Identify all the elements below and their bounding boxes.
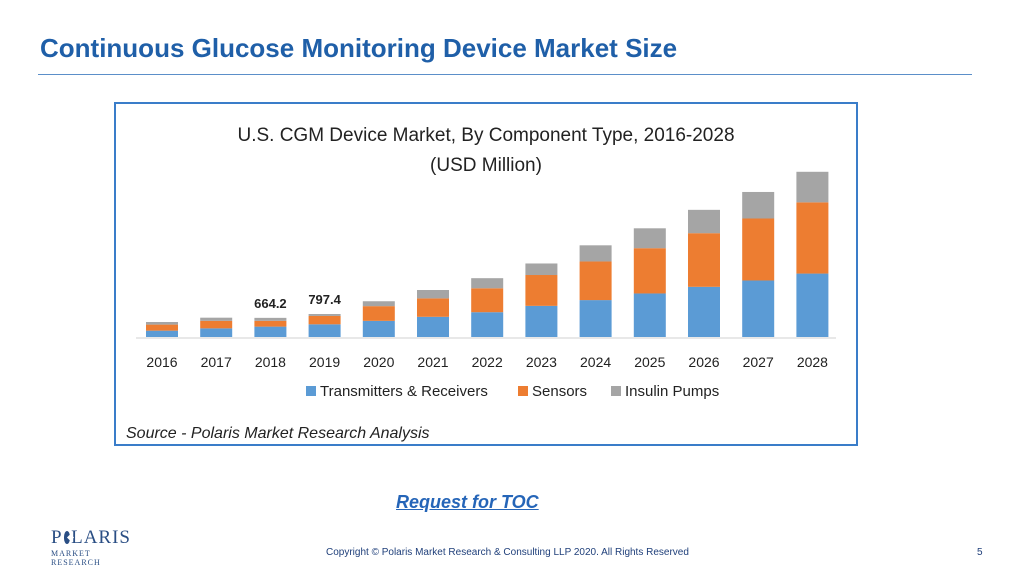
logo-text-suffix: LARIS — [71, 527, 131, 548]
bar-2016-series-1 — [146, 324, 178, 331]
bar-2019-series-1 — [308, 315, 341, 325]
slide-title: Continuous Glucose Monitoring Device Mar… — [40, 33, 678, 63]
legend-label-0: Transmitters & Receivers — [320, 383, 488, 400]
bar-2027-series-2 — [742, 191, 775, 219]
bar-2017-series-2 — [200, 317, 233, 321]
x-tick-2021: 2021 — [417, 354, 448, 370]
bar-2026-series-0 — [688, 286, 720, 337]
title-divider — [38, 74, 972, 75]
x-tick-2019: 2019 — [309, 354, 340, 370]
bar-2017-series-1 — [200, 320, 233, 329]
x-tick-2022: 2022 — [472, 354, 503, 370]
bar-2028-series-2 — [796, 171, 829, 203]
legend-label-2: Insulin Pumps — [625, 383, 719, 400]
bar-2023-series-0 — [525, 305, 558, 337]
legend-swatch-1 — [518, 386, 528, 396]
bar-2021-series-2 — [417, 290, 449, 299]
bar-2028-series-1 — [796, 202, 829, 274]
legend: Transmitters & Receivers Sensors Insulin P… — [306, 383, 719, 400]
x-tick-2016: 2016 — [146, 354, 177, 370]
bar-2023-series-2 — [525, 263, 558, 276]
bar-2027-series-1 — [742, 218, 775, 281]
bar-2026-series-2 — [688, 209, 720, 234]
bar-2019-series-2 — [308, 314, 341, 316]
compass-star-icon — [63, 531, 71, 544]
x-tick-2028: 2028 — [797, 354, 828, 370]
x-tick-2018: 2018 — [255, 354, 286, 370]
bar-2018-series-1 — [254, 320, 287, 327]
bar-2027-series-0 — [742, 280, 775, 337]
legend-swatch-0 — [306, 386, 316, 396]
x-tick-labels: 2016 2017 2018 2019 2020 2021 2022 2023 2024 2025… — [146, 354, 828, 370]
x-tick-2027: 2027 — [743, 354, 774, 370]
chart-source: Source - Polaris Market Research Analysi… — [126, 425, 430, 442]
bar-2022-series-2 — [471, 278, 504, 289]
x-tick-2020: 2020 — [363, 354, 394, 370]
logo-tagline: MARKET RESEARCH — [51, 549, 101, 567]
page-number: 5 — [977, 547, 983, 558]
bar-2020-series-2 — [362, 301, 395, 307]
data-label-2018: 664.2 — [254, 296, 287, 311]
request-toc-link[interactable]: Request for TOC — [396, 492, 539, 512]
bar-2028-series-0 — [796, 273, 829, 337]
x-tick-2026: 2026 — [688, 354, 719, 370]
copyright-text: Copyright © Polaris Market Research & Co… — [326, 547, 689, 558]
bar-2024-series-1 — [579, 261, 612, 301]
bar-2024-series-2 — [579, 245, 612, 262]
bar-2017-series-0 — [200, 328, 233, 337]
chart-frame: U.S. CGM Device Market, By Component Typ… — [114, 102, 858, 446]
x-tick-2024: 2024 — [580, 354, 611, 370]
bar-2025-series-0 — [633, 293, 666, 337]
bar-2023-series-1 — [525, 275, 558, 306]
x-tick-2025: 2025 — [634, 354, 665, 370]
bar-2026-series-1 — [688, 233, 720, 287]
polaris-logo: P LARIS MARKET RESEARCH — [51, 527, 131, 567]
x-tick-2023: 2023 — [526, 354, 557, 370]
chart-title: U.S. CGM Device Market, By Component Typ… — [237, 125, 734, 146]
bar-2021-series-0 — [417, 316, 449, 337]
bar-2018-series-2 — [254, 317, 287, 321]
stacked-bar-chart: U.S. CGM Device Market, By Component Typ… — [126, 125, 836, 442]
bar-2018-series-0 — [254, 326, 287, 337]
legend-label-1: Sensors — [532, 383, 587, 400]
bar-2016-series-2 — [146, 322, 178, 325]
bar-2022-series-1 — [471, 288, 504, 313]
chart-subtitle: (USD Million) — [430, 155, 542, 176]
bar-2025-series-1 — [633, 248, 666, 294]
bar-2021-series-1 — [417, 298, 449, 317]
data-labels: 664.2 797.4 — [254, 292, 342, 311]
bar-2025-series-2 — [633, 228, 666, 249]
bars-group — [146, 171, 829, 337]
bar-2022-series-0 — [471, 312, 504, 337]
data-label-2019: 797.4 — [308, 292, 341, 307]
bar-2016-series-0 — [146, 330, 178, 337]
logo-text-prefix: P — [51, 527, 63, 548]
bar-2024-series-0 — [579, 300, 612, 337]
bar-2019-series-0 — [308, 324, 341, 337]
bar-2020-series-1 — [362, 306, 395, 321]
legend-swatch-2 — [611, 386, 621, 396]
x-tick-2017: 2017 — [201, 354, 232, 370]
bar-2020-series-0 — [362, 320, 395, 337]
